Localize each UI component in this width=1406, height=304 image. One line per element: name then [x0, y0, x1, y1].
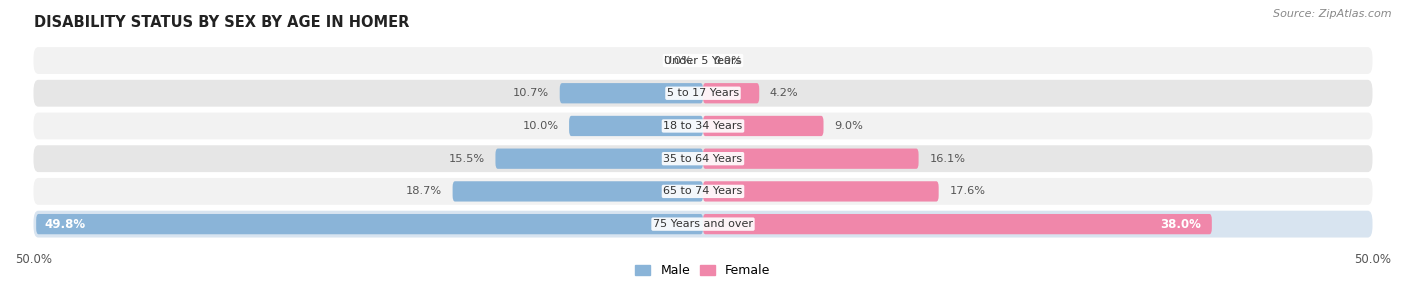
Text: 38.0%: 38.0%	[1160, 218, 1201, 231]
FancyBboxPatch shape	[34, 145, 1372, 172]
FancyBboxPatch shape	[560, 83, 703, 103]
FancyBboxPatch shape	[34, 47, 1372, 74]
FancyBboxPatch shape	[703, 214, 1212, 234]
FancyBboxPatch shape	[34, 80, 1372, 107]
FancyBboxPatch shape	[569, 116, 703, 136]
Text: 0.0%: 0.0%	[714, 56, 742, 66]
Text: 17.6%: 17.6%	[949, 186, 986, 196]
Text: Under 5 Years: Under 5 Years	[665, 56, 741, 66]
FancyBboxPatch shape	[34, 211, 1372, 237]
Text: 5 to 17 Years: 5 to 17 Years	[666, 88, 740, 98]
Text: Source: ZipAtlas.com: Source: ZipAtlas.com	[1274, 9, 1392, 19]
FancyBboxPatch shape	[495, 149, 703, 169]
FancyBboxPatch shape	[703, 181, 939, 202]
Text: 18.7%: 18.7%	[406, 186, 441, 196]
Text: 15.5%: 15.5%	[449, 154, 485, 164]
Text: 65 to 74 Years: 65 to 74 Years	[664, 186, 742, 196]
FancyBboxPatch shape	[453, 181, 703, 202]
Text: 35 to 64 Years: 35 to 64 Years	[664, 154, 742, 164]
Text: 10.0%: 10.0%	[522, 121, 558, 131]
FancyBboxPatch shape	[703, 83, 759, 103]
FancyBboxPatch shape	[703, 149, 918, 169]
Text: DISABILITY STATUS BY SEX BY AGE IN HOMER: DISABILITY STATUS BY SEX BY AGE IN HOMER	[34, 15, 409, 30]
Text: 4.2%: 4.2%	[770, 88, 799, 98]
FancyBboxPatch shape	[34, 112, 1372, 139]
Text: 16.1%: 16.1%	[929, 154, 966, 164]
Text: 18 to 34 Years: 18 to 34 Years	[664, 121, 742, 131]
FancyBboxPatch shape	[34, 178, 1372, 205]
Text: 75 Years and over: 75 Years and over	[652, 219, 754, 229]
Text: 49.8%: 49.8%	[44, 218, 86, 231]
Text: 9.0%: 9.0%	[834, 121, 863, 131]
FancyBboxPatch shape	[37, 214, 703, 234]
Text: 0.0%: 0.0%	[664, 56, 692, 66]
Legend: Male, Female: Male, Female	[630, 259, 776, 282]
FancyBboxPatch shape	[703, 116, 824, 136]
Text: 10.7%: 10.7%	[513, 88, 548, 98]
